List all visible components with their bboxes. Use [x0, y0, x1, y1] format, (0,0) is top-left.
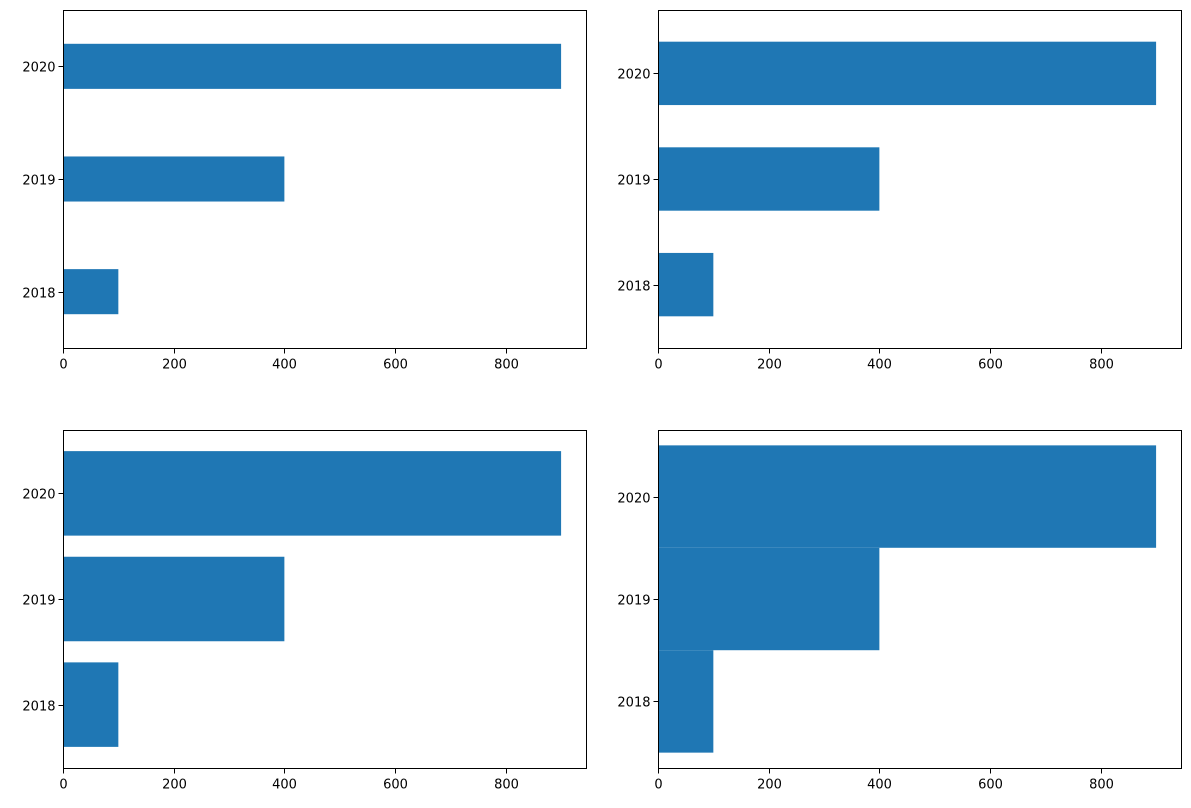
y-tick-label: 2019: [22, 594, 55, 609]
bar-2019: [658, 547, 880, 651]
subplot-1: 0 200 400 600 800 2018 2019 2020: [22, 10, 587, 373]
y-tick-label: 2018: [22, 700, 55, 715]
y-tick-label: 2020: [617, 68, 650, 83]
bar-2019: [658, 147, 880, 211]
x-tick-label: 800: [494, 358, 519, 373]
bar-2019: [63, 156, 285, 202]
bar-2018: [63, 662, 119, 747]
y-tick-label: 2020: [617, 492, 650, 507]
x-tick-label: 600: [978, 778, 1003, 793]
subplot-2: 0 200 400 600 800 2018 2019 2020: [617, 10, 1182, 373]
x-tick-label: 600: [383, 358, 408, 373]
x-tick-label: 0: [654, 778, 662, 793]
bar-2018: [658, 252, 714, 317]
x-tick-label: 600: [978, 358, 1003, 373]
bar-2020: [658, 445, 1157, 548]
y-tick-label: 2020: [22, 488, 55, 503]
bar-2018: [63, 269, 119, 315]
x-tick-label: 200: [162, 778, 187, 793]
y-tick-label: 2019: [617, 594, 650, 609]
x-tick-label: 800: [1089, 778, 1114, 793]
x-tick-label: 800: [494, 778, 519, 793]
y-tick-label: 2018: [22, 287, 55, 302]
bar-2018: [658, 650, 714, 753]
x-tick-label: 0: [654, 358, 662, 373]
bar-2019: [63, 556, 285, 642]
x-tick-label: 0: [59, 358, 67, 373]
bar-2020: [63, 43, 562, 89]
y-tick-label: 2019: [617, 174, 650, 189]
x-tick-label: 800: [1089, 358, 1114, 373]
subplot-3: 0 200 400 600 800 2018 2019 2020: [22, 430, 587, 793]
x-tick-label: 400: [867, 778, 892, 793]
x-tick-label: 400: [867, 358, 892, 373]
y-tick-label: 2020: [22, 61, 55, 76]
bar-2020: [63, 451, 562, 536]
subplot-4: 0 200 400 600 800 2018 2019 2020: [617, 430, 1182, 793]
y-tick-label: 2019: [22, 174, 55, 189]
x-tick-label: 200: [757, 358, 782, 373]
x-tick-label: 200: [757, 778, 782, 793]
y-tick-label: 2018: [617, 280, 650, 295]
x-tick-label: 600: [383, 778, 408, 793]
y-tick-label: 2018: [617, 696, 650, 711]
x-tick-label: 400: [272, 358, 297, 373]
x-tick-label: 400: [272, 778, 297, 793]
x-tick-label: 200: [162, 358, 187, 373]
bar-2020: [658, 41, 1157, 106]
x-tick-label: 0: [59, 778, 67, 793]
